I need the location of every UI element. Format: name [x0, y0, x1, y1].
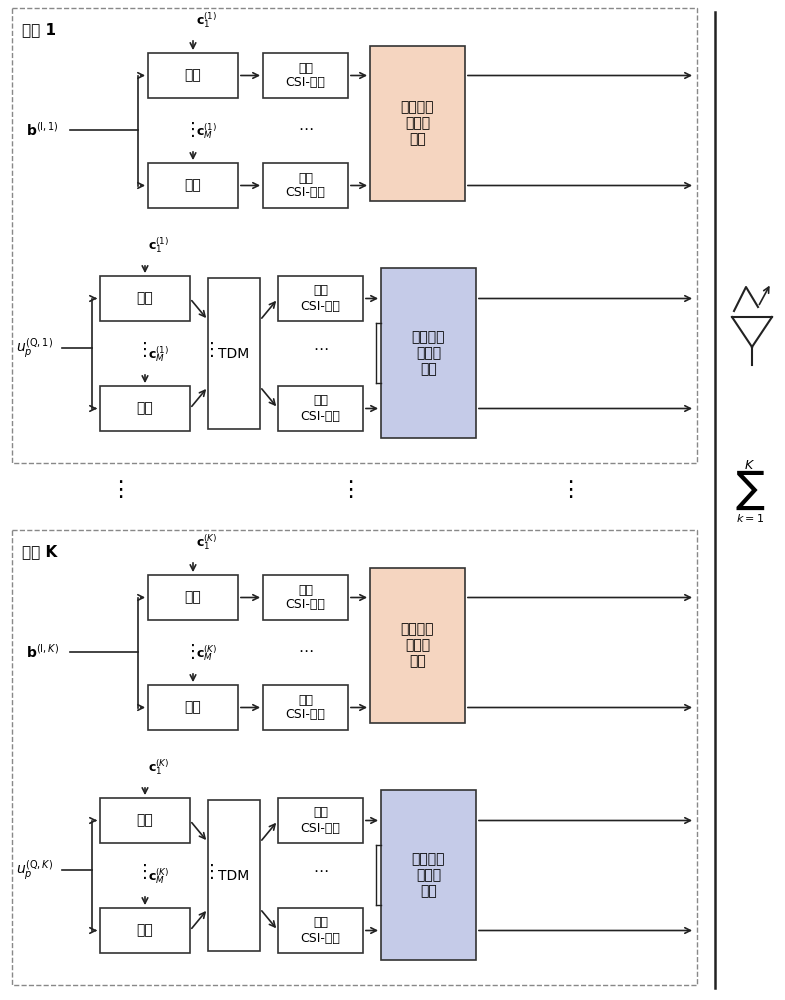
Text: 用户 1: 用户 1: [22, 22, 56, 37]
Text: ⋮: ⋮: [203, 341, 221, 359]
Text: 插入
CSI-导频: 插入 CSI-导频: [286, 694, 326, 722]
Text: $\mathbf{b}^{(\mathrm{I},K)}$: $\mathbf{b}^{(\mathrm{I},K)}$: [26, 643, 59, 661]
Bar: [208, 800, 260, 951]
Bar: [381, 790, 476, 960]
Text: ⋮: ⋮: [109, 480, 131, 500]
Text: 扩频: 扩频: [137, 924, 153, 938]
Text: $\sum$: $\sum$: [735, 468, 765, 512]
Text: ⋮: ⋮: [184, 643, 202, 661]
Text: 插入
CSI-导频: 插入 CSI-导频: [301, 916, 341, 944]
Bar: [100, 798, 190, 843]
Text: ⋮: ⋮: [339, 480, 361, 500]
Text: 扩频: 扩频: [137, 401, 153, 416]
Text: ⋮: ⋮: [136, 863, 154, 881]
Bar: [148, 685, 238, 730]
Text: ⋯: ⋯: [298, 645, 313, 660]
Text: 正交支路
多载波
调制: 正交支路 多载波 调制: [412, 330, 445, 376]
Text: 扩频: 扩频: [184, 700, 202, 714]
Text: 插入
CSI-导频: 插入 CSI-导频: [286, 172, 326, 200]
Bar: [148, 575, 238, 620]
Bar: [263, 163, 348, 208]
Text: TDM: TDM: [218, 868, 250, 882]
Text: 正交支路
多载波
调制: 正交支路 多载波 调制: [412, 852, 445, 898]
Text: 插入
CSI-导频: 插入 CSI-导频: [286, 62, 326, 90]
Text: $\mathbf{c}_1^{(1)}$: $\mathbf{c}_1^{(1)}$: [148, 235, 170, 255]
Bar: [278, 798, 363, 843]
Text: $\mathbf{c}_M^{(K)}$: $\mathbf{c}_M^{(K)}$: [148, 866, 170, 886]
Bar: [278, 276, 363, 321]
Bar: [12, 8, 697, 463]
Text: $u_p^{(\mathrm{Q},1)}$: $u_p^{(\mathrm{Q},1)}$: [16, 336, 53, 360]
Bar: [100, 386, 190, 431]
Text: $\mathbf{c}_1^{(K)}$: $\mathbf{c}_1^{(K)}$: [148, 757, 170, 777]
Bar: [148, 163, 238, 208]
Text: $\mathbf{c}_M^{(K)}$: $\mathbf{c}_M^{(K)}$: [196, 643, 217, 663]
Text: 扩频: 扩频: [137, 292, 153, 306]
Text: 扩频: 扩频: [184, 590, 202, 604]
Text: $\mathbf{c}_M^{(1)}$: $\mathbf{c}_M^{(1)}$: [196, 121, 217, 141]
Text: 插入
CSI-导频: 插入 CSI-导频: [301, 284, 341, 312]
Text: 扩频: 扩频: [184, 68, 202, 83]
Bar: [370, 568, 465, 723]
Bar: [370, 46, 465, 201]
Text: 同向支路
多载波
调制: 同向支路 多载波 调制: [401, 622, 434, 669]
Bar: [263, 685, 348, 730]
Bar: [148, 53, 238, 98]
Bar: [100, 276, 190, 321]
Text: ⋮: ⋮: [559, 480, 581, 500]
Text: ⋮: ⋮: [136, 341, 154, 359]
Bar: [263, 575, 348, 620]
Text: $k=1$: $k=1$: [736, 512, 764, 524]
Text: $K$: $K$: [744, 459, 755, 472]
Text: $\mathbf{c}_1^{(K)}$: $\mathbf{c}_1^{(K)}$: [196, 532, 217, 552]
Text: $\mathbf{c}_1^{(1)}$: $\mathbf{c}_1^{(1)}$: [196, 10, 217, 30]
Text: ⋮: ⋮: [203, 863, 221, 881]
Bar: [263, 53, 348, 98]
Text: ⋯: ⋯: [313, 864, 328, 880]
Bar: [100, 908, 190, 953]
Text: TDM: TDM: [218, 347, 250, 360]
Text: 插入
CSI-导频: 插入 CSI-导频: [301, 806, 341, 834]
Bar: [278, 908, 363, 953]
Bar: [12, 530, 697, 985]
Text: $\mathbf{b}^{(\mathrm{I},1)}$: $\mathbf{b}^{(\mathrm{I},1)}$: [26, 121, 59, 139]
Text: 用户 K: 用户 K: [22, 544, 57, 559]
Text: 插入
CSI-导频: 插入 CSI-导频: [286, 584, 326, 611]
Text: $\mathbf{c}_M^{(1)}$: $\mathbf{c}_M^{(1)}$: [148, 344, 170, 364]
Bar: [278, 386, 363, 431]
Bar: [381, 268, 476, 438]
Bar: [208, 278, 260, 429]
Text: ⋯: ⋯: [298, 122, 313, 137]
Text: $u_p^{(\mathrm{Q},K)}$: $u_p^{(\mathrm{Q},K)}$: [16, 858, 53, 882]
Text: 插入
CSI-导频: 插入 CSI-导频: [301, 394, 341, 422]
Text: ⋯: ⋯: [313, 342, 328, 358]
Text: 扩频: 扩频: [137, 814, 153, 828]
Text: ⋮: ⋮: [184, 121, 202, 139]
Text: 同向支路
多载波
调制: 同向支路 多载波 调制: [401, 100, 434, 147]
Text: 扩频: 扩频: [184, 178, 202, 192]
